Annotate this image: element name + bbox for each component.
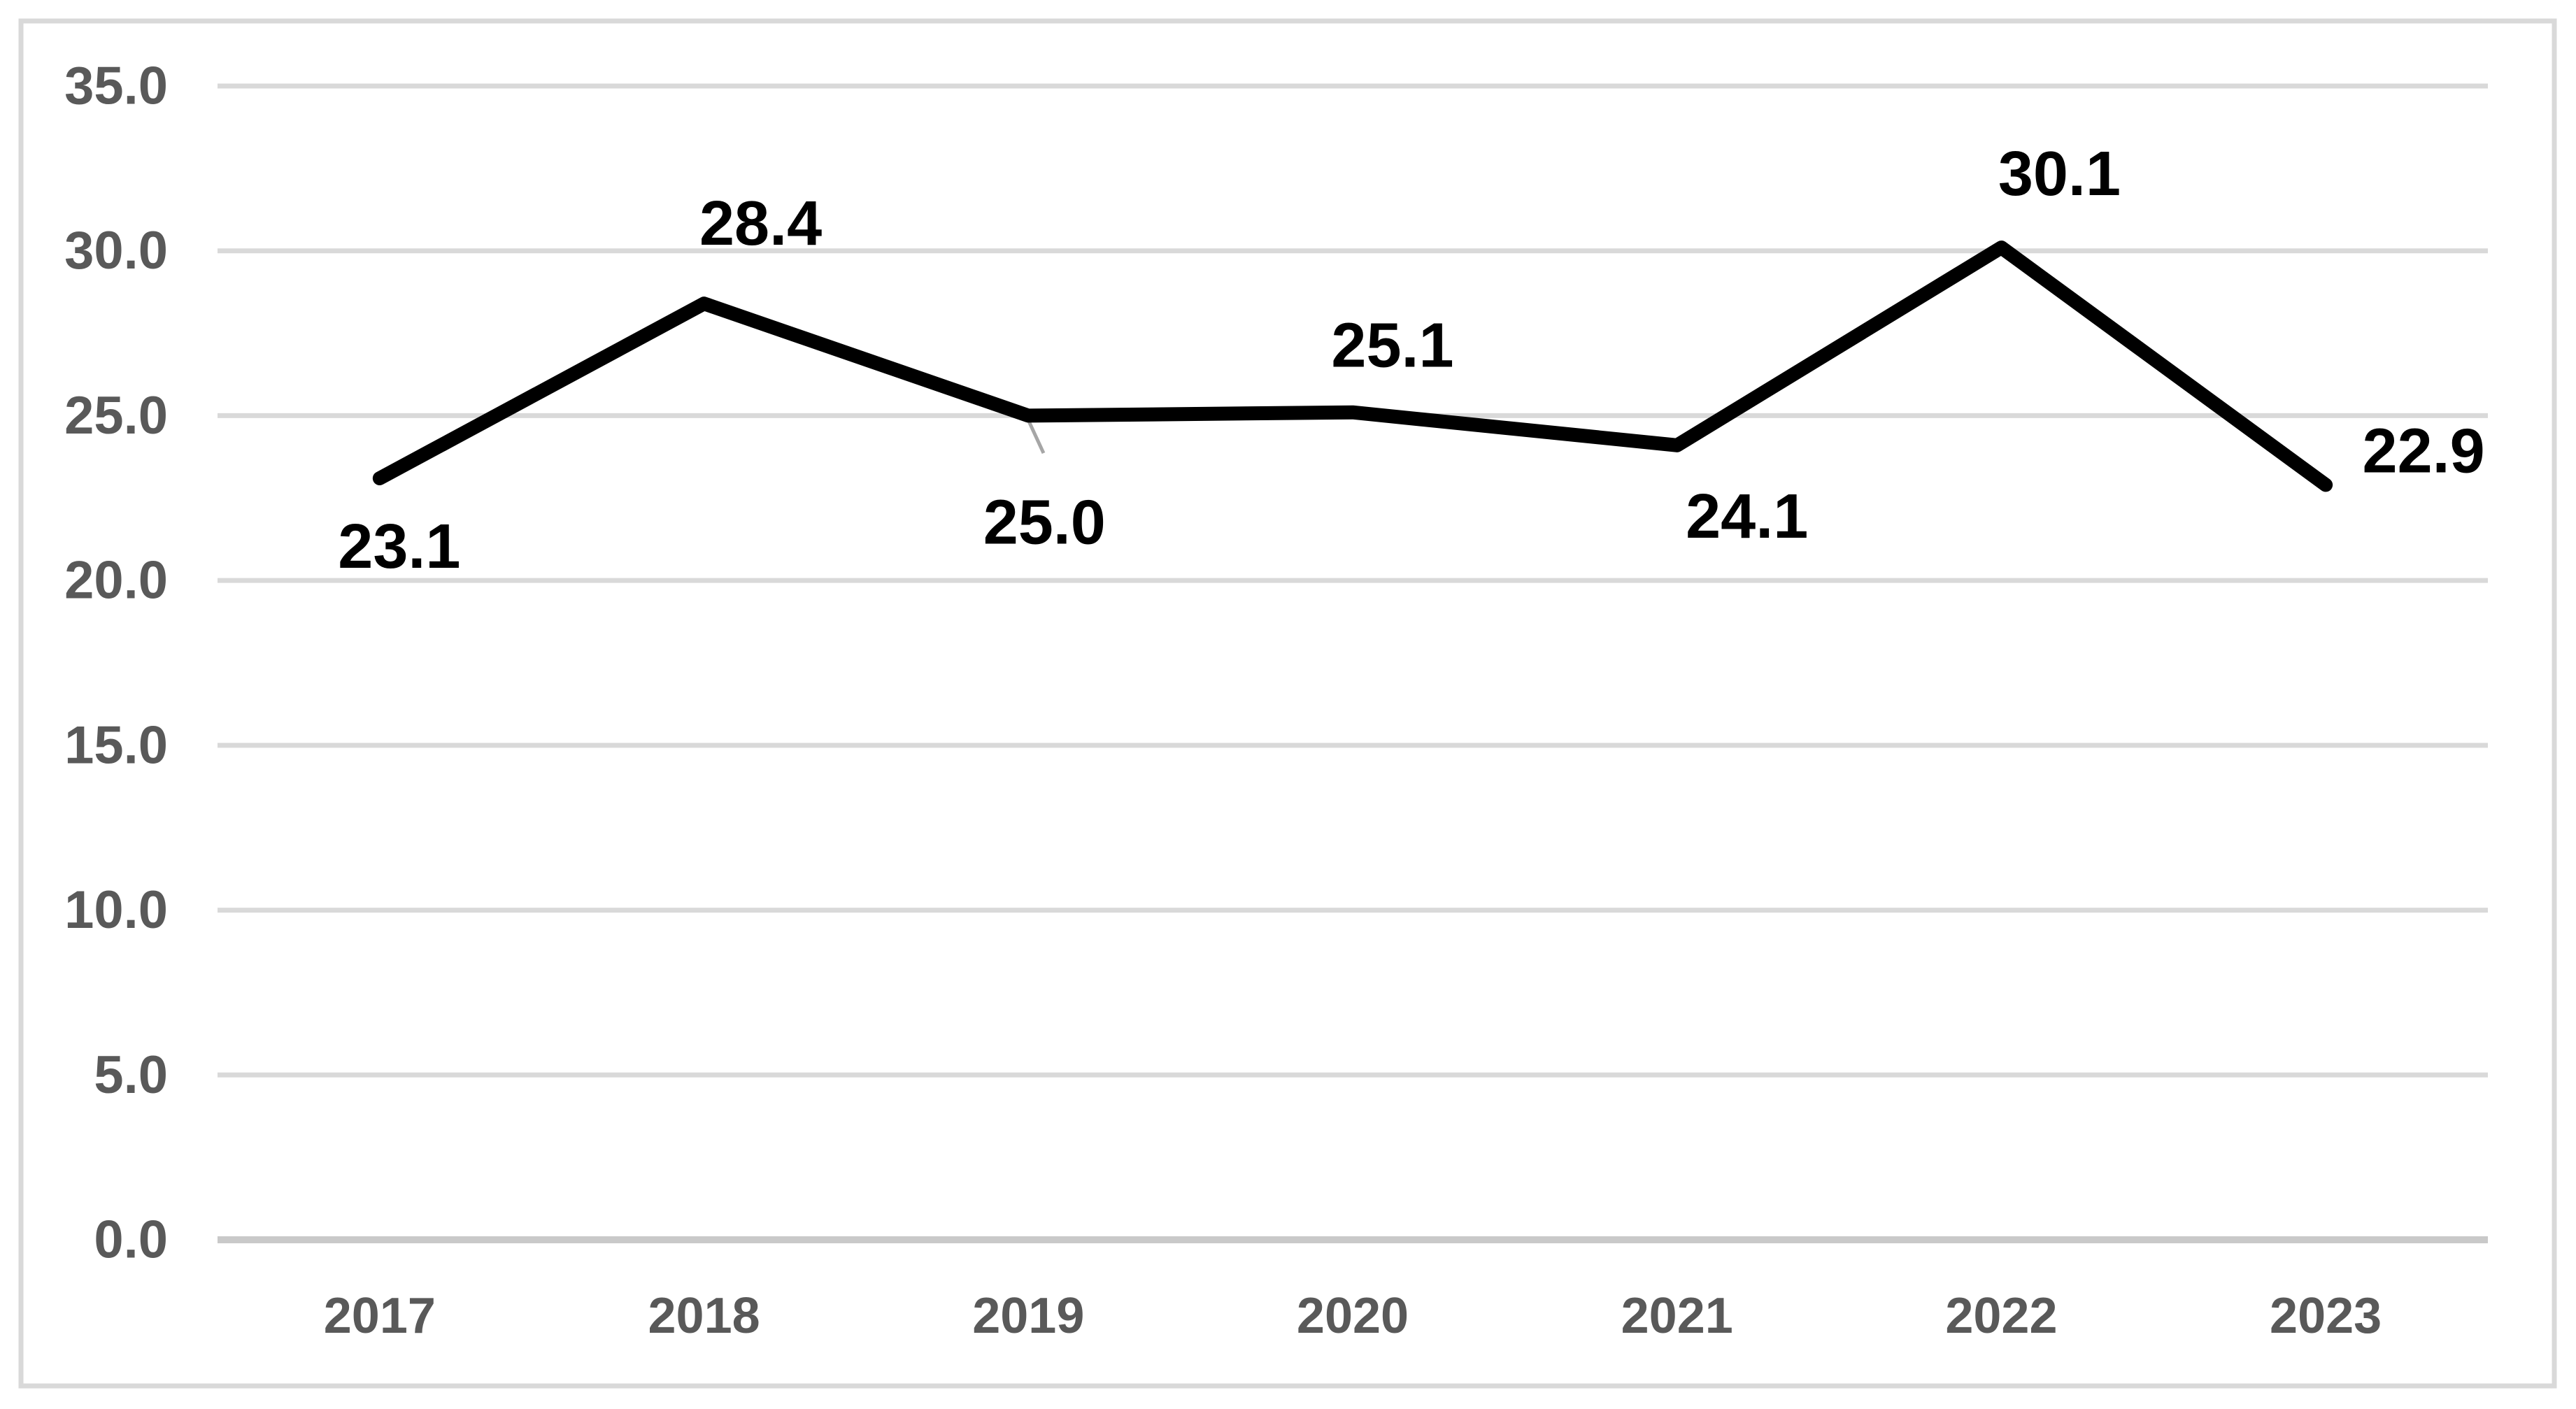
x-category-label: 2019 — [972, 1288, 1084, 1344]
y-tick-label: 15.0 — [64, 715, 168, 775]
y-tick-label: 10.0 — [64, 880, 168, 940]
y-tick-label: 0.0 — [94, 1210, 168, 1270]
x-category-label: 2018 — [648, 1288, 760, 1344]
data-point-label: 23.1 — [338, 512, 460, 582]
data-point-label: 25.1 — [1331, 311, 1453, 381]
y-tick-label: 30.0 — [64, 221, 168, 280]
data-series-line — [372, 241, 2333, 492]
data-point-label: 30.1 — [1998, 139, 2121, 209]
data-point-label: 22.9 — [2363, 416, 2485, 486]
chart-frame-border — [18, 18, 2557, 1389]
data-point-label: 28.4 — [699, 189, 822, 259]
x-category-label: 2020 — [1297, 1288, 1409, 1344]
data-point-label: 25.0 — [983, 487, 1106, 557]
y-tick-label: 25.0 — [64, 386, 168, 445]
x-category-label: 2022 — [1945, 1288, 2057, 1344]
x-category-label: 2021 — [1621, 1288, 1733, 1344]
x-category-label: 2017 — [324, 1288, 436, 1344]
x-category-label: 2023 — [2270, 1288, 2382, 1344]
y-tick-label: 5.0 — [94, 1045, 168, 1105]
data-label-leader-line — [1025, 415, 1046, 455]
y-tick-label: 35.0 — [64, 57, 168, 116]
data-point-label: 24.1 — [1686, 482, 1808, 552]
y-tick-label: 20.0 — [64, 551, 168, 610]
